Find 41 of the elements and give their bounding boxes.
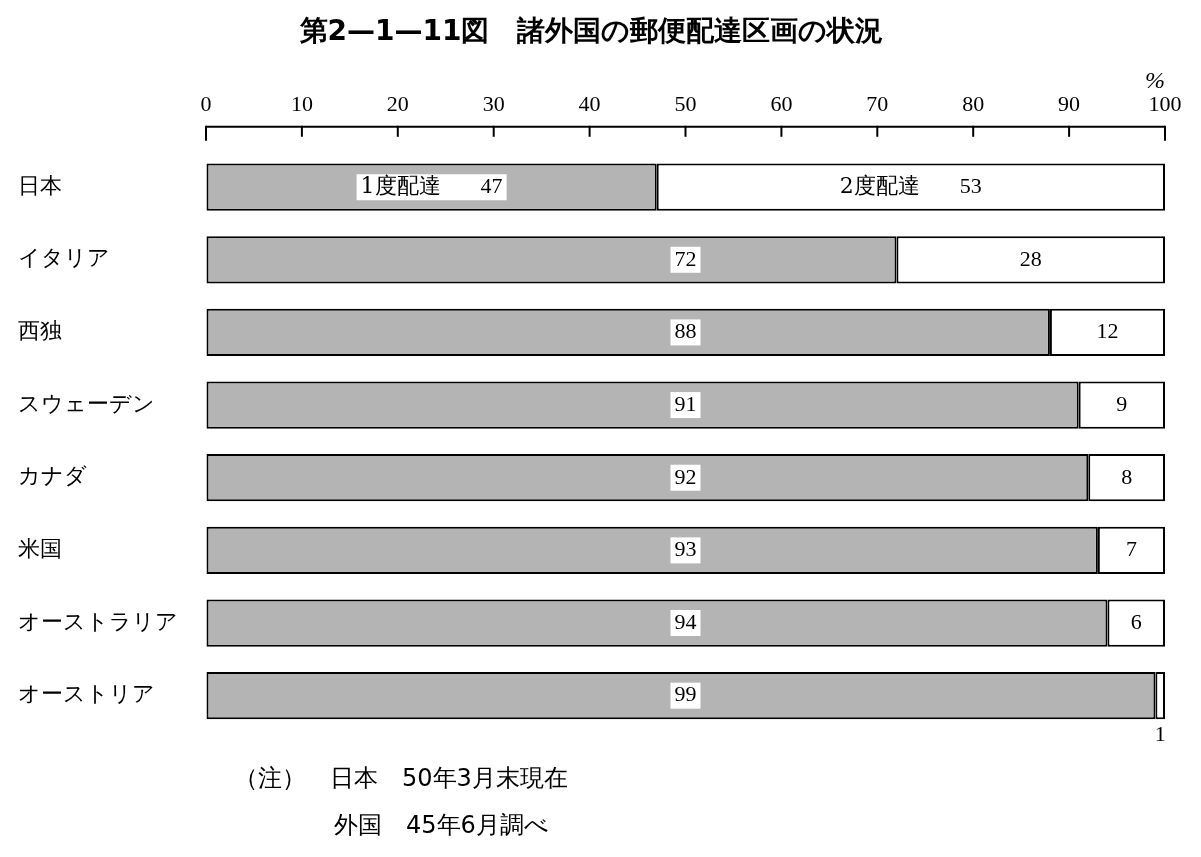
data-label: 1 — [1154, 721, 1166, 747]
data-label: 94 — [674, 608, 697, 634]
y-tick-label: スウェーデン — [18, 390, 155, 416]
data-label: 93 — [674, 536, 697, 562]
data-label: 53 — [959, 172, 982, 198]
x-tick-label: 40 — [578, 91, 601, 117]
data-label: 12 — [1096, 318, 1119, 344]
x-tick-label: 30 — [482, 91, 505, 117]
data-label: 28 — [1019, 245, 1042, 271]
x-tick-label: 90 — [1058, 91, 1081, 117]
x-tick-label: 20 — [386, 91, 409, 117]
y-tick-label: 日本 — [18, 172, 62, 198]
y-tick-label: カナダ — [18, 463, 87, 489]
text: （注） 日本 50年3月末現在 — [234, 764, 568, 793]
x-tick-label: 10 — [290, 91, 313, 117]
x-tick-label: 0 — [200, 91, 212, 117]
data-label: 91 — [674, 390, 697, 416]
data-label: 72 — [674, 245, 697, 271]
x-axis-title: % — [1145, 67, 1165, 94]
y-tick-label: 西独 — [18, 318, 62, 344]
y-tick-label: イタリア — [18, 245, 110, 271]
x-tick-label: 50 — [674, 91, 697, 117]
series-label: 2度配達 — [839, 172, 920, 198]
chart-title: 第2—1—11図 諸外国の郵便配達区画の状況 — [298, 14, 884, 48]
x-tick-label: 70 — [866, 91, 889, 117]
data-label: 6 — [1130, 608, 1142, 634]
data-label: 7 — [1125, 536, 1137, 562]
y-tick-label: オーストリア — [18, 681, 155, 707]
y-tick-label: オーストラリア — [18, 608, 178, 634]
data-label: 92 — [674, 463, 697, 489]
x-tick-label: 60 — [770, 91, 793, 117]
data-label: 8 — [1121, 463, 1133, 489]
data-label: 88 — [674, 318, 697, 344]
data-label: 47 — [480, 172, 503, 198]
x-tick-label: 80 — [962, 91, 985, 117]
data-label: 99 — [674, 681, 697, 707]
text: 外国 45年6月調べ — [334, 811, 549, 840]
x-tick-label: 100 — [1148, 91, 1182, 117]
data-label: 9 — [1116, 390, 1128, 416]
y-tick-label: 米国 — [18, 536, 62, 562]
series-label: 1度配達 — [360, 172, 441, 198]
